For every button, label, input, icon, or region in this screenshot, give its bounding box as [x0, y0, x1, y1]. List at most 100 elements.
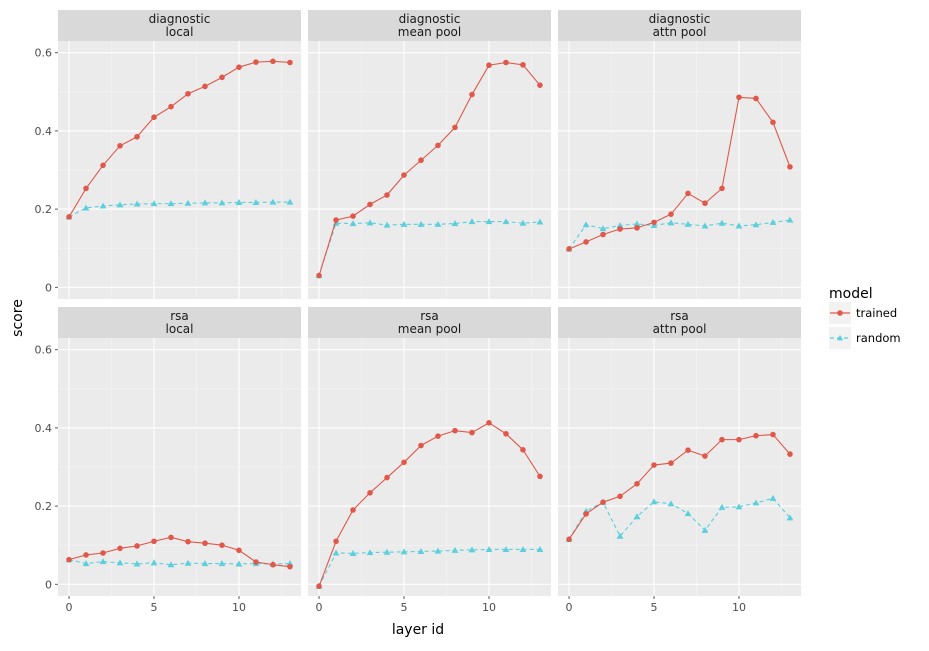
series-line-random — [318, 221, 540, 276]
point-random — [769, 494, 777, 501]
facet-strip — [58, 307, 301, 338]
point-trained — [770, 431, 776, 438]
facet-strip-col-label: mean pool — [398, 322, 461, 336]
facet-strip-col-label: local — [166, 322, 194, 336]
point-random — [99, 558, 107, 565]
point-random — [650, 498, 658, 505]
facet-strip — [308, 10, 551, 41]
x-tick-label: 10 — [732, 601, 746, 614]
point-trained — [100, 162, 106, 169]
x-axis-title: layer id — [392, 622, 444, 638]
point-trained — [736, 94, 742, 101]
point-trained — [151, 114, 157, 121]
point-random — [383, 221, 391, 228]
point-random — [684, 510, 692, 517]
point-trained — [151, 538, 157, 545]
point-trained — [719, 185, 725, 192]
x-tick-label: 0 — [316, 601, 323, 614]
facet-strip-col-label: mean pool — [398, 25, 461, 39]
point-random — [82, 204, 90, 211]
point-trained — [617, 226, 623, 232]
point-trained — [787, 164, 793, 170]
point-trained — [503, 59, 509, 66]
point-trained — [66, 214, 72, 220]
series-line-trained — [68, 536, 291, 568]
facet-strip — [308, 307, 551, 338]
point-random — [735, 222, 743, 229]
point-trained — [384, 474, 390, 481]
point-random — [468, 546, 476, 553]
legend-key-marker — [837, 310, 843, 316]
point-trained — [316, 272, 322, 279]
point-random — [201, 199, 209, 206]
facet-strip-row-label: diagnostic — [149, 12, 211, 26]
point-trained — [401, 459, 407, 466]
point-trained — [333, 538, 339, 545]
point-trained — [83, 185, 89, 192]
point-random — [434, 220, 442, 227]
point-trained — [287, 563, 293, 570]
point-trained — [168, 534, 174, 541]
series-line-trained — [568, 96, 791, 250]
point-random — [400, 548, 408, 555]
point-random — [116, 201, 124, 208]
point-random — [269, 198, 277, 205]
point-trained — [270, 58, 276, 65]
point-trained — [520, 447, 526, 453]
point-trained — [350, 507, 356, 513]
x-tick-label: 10 — [482, 601, 496, 614]
x-tick-label: 5 — [651, 601, 658, 614]
point-trained — [651, 462, 657, 468]
point-trained — [435, 142, 441, 149]
point-random — [400, 220, 408, 227]
legend-entry-trained: trained — [829, 302, 897, 324]
point-trained — [66, 556, 72, 563]
series-line-trained — [318, 61, 541, 276]
point-trained — [350, 213, 356, 219]
point-trained — [520, 62, 526, 68]
point-trained — [134, 133, 140, 140]
point-trained — [537, 82, 543, 88]
point-trained — [634, 225, 640, 231]
series-line-trained — [568, 433, 791, 540]
point-trained — [236, 64, 242, 70]
point-trained — [668, 460, 674, 466]
point-random — [349, 549, 357, 556]
point-trained — [753, 432, 759, 439]
point-random — [417, 548, 425, 554]
point-random — [218, 199, 226, 206]
point-trained — [452, 427, 458, 434]
point-random — [701, 222, 709, 229]
y-tick-label: 0 — [45, 281, 52, 294]
point-trained — [185, 90, 191, 97]
point-trained — [685, 447, 691, 453]
point-trained — [367, 201, 373, 208]
point-random — [451, 546, 459, 553]
point-random — [502, 218, 510, 225]
point-trained — [566, 536, 572, 543]
point-trained — [100, 550, 106, 556]
y-tick-label: 0.4 — [35, 422, 53, 435]
point-random — [201, 560, 209, 567]
x-axis-ticks: 0 5 10 0 5 10 0 5 10 — [66, 596, 746, 614]
y-tick-label: 0.6 — [35, 344, 53, 357]
point-trained — [117, 142, 123, 149]
point-trained — [435, 433, 441, 439]
point-random — [167, 200, 175, 207]
point-random — [167, 561, 175, 568]
point-trained — [770, 119, 776, 126]
point-random — [133, 560, 141, 567]
legend-label: trained — [856, 306, 897, 320]
point-random — [434, 547, 442, 554]
point-random — [701, 526, 709, 533]
point-random — [684, 220, 692, 227]
point-trained — [486, 62, 492, 69]
x-tick-label: 10 — [232, 601, 246, 614]
y-tick-label: 0.6 — [35, 47, 53, 60]
y-tick-label: 0.2 — [35, 203, 53, 216]
series-line-trained — [68, 60, 290, 218]
